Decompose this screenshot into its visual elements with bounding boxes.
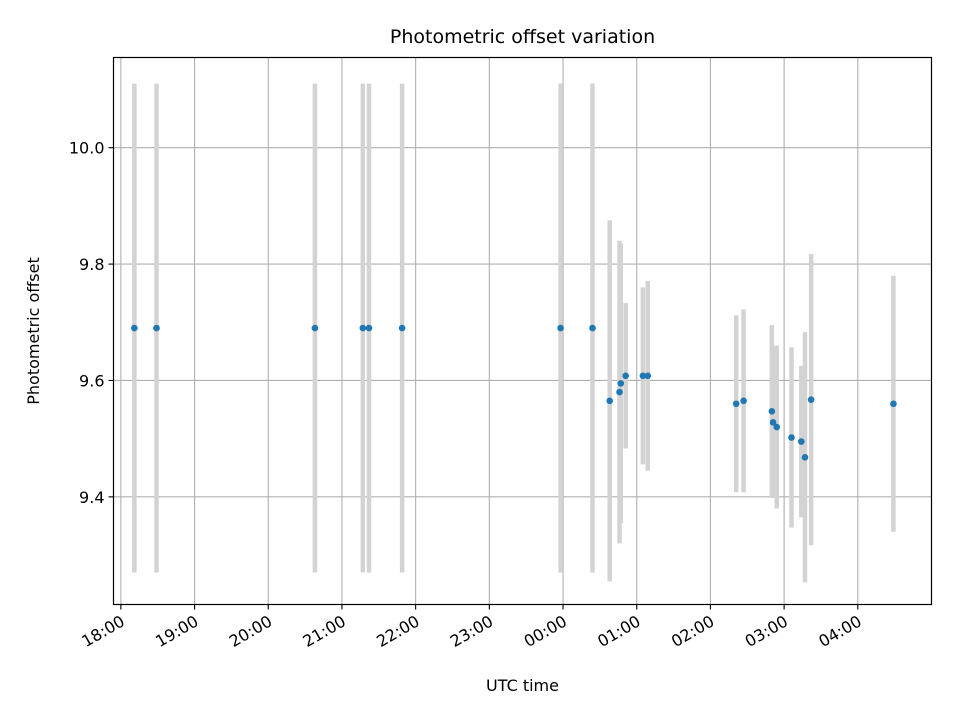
data-point	[768, 408, 776, 415]
data-point	[788, 434, 795, 441]
x-axis-label: UTC time	[486, 676, 559, 695]
data-point	[644, 372, 652, 380]
y-axis-label: Photometric offset	[24, 257, 43, 405]
y-tick-label: 9.4	[79, 488, 104, 507]
data-point	[769, 419, 777, 426]
data-point	[589, 324, 596, 332]
data-point	[890, 400, 897, 408]
data-point	[365, 324, 373, 332]
data-point	[153, 324, 160, 332]
data-point	[773, 423, 781, 431]
data-point	[798, 438, 805, 445]
data-point	[616, 388, 623, 396]
data-point	[617, 380, 625, 387]
y-tick-label: 9.6	[79, 371, 104, 390]
y-tick-label: 9.8	[79, 255, 104, 274]
data-point	[359, 324, 367, 332]
data-point	[398, 324, 406, 332]
data-point	[740, 397, 747, 405]
plot-frame	[112, 56, 933, 606]
data-point	[801, 453, 809, 461]
data-point	[557, 324, 564, 332]
data-point	[311, 324, 319, 332]
data-point	[639, 372, 647, 380]
data-point	[606, 397, 614, 405]
chart-title: Photometric offset variation	[390, 26, 655, 48]
data-points	[131, 324, 897, 461]
data-point	[131, 324, 138, 332]
grid-lines	[113, 57, 932, 605]
data-point	[622, 372, 629, 380]
y-axis-ticks: 9.4 9.6 9.8 10.0	[69, 139, 114, 507]
data-point	[732, 400, 740, 408]
data-point	[807, 396, 815, 403]
y-tick-label: 10.0	[69, 139, 105, 158]
